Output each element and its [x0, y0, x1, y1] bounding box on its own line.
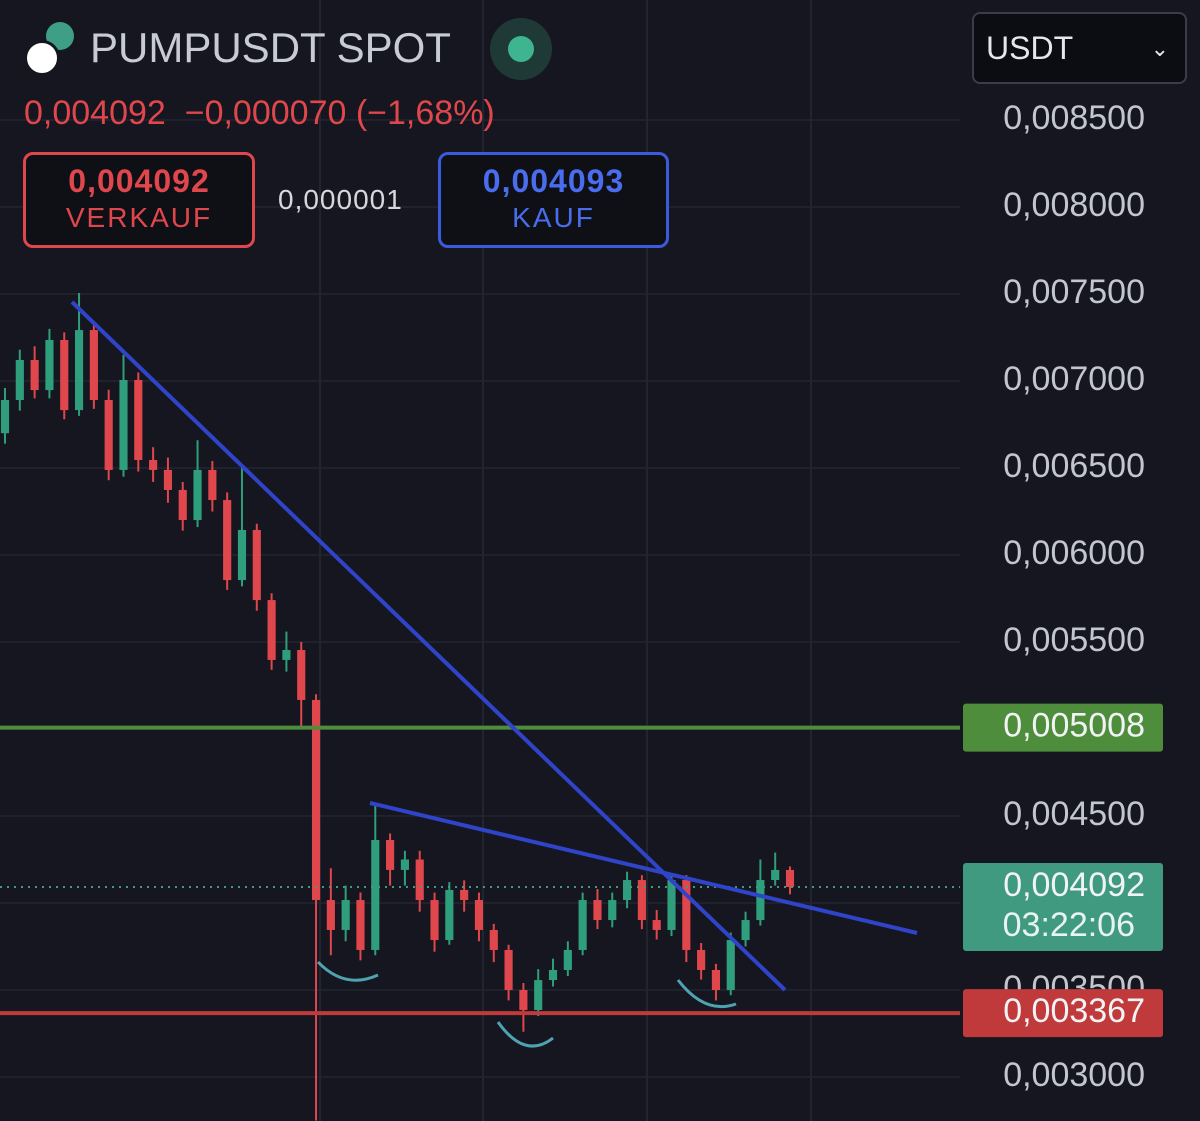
icon-pump	[24, 40, 60, 76]
price-level-tag	[963, 989, 1163, 1038]
price-level-label: 0,005008	[1003, 707, 1145, 745]
sell-label: VERKAUF	[65, 202, 213, 233]
countdown: 03:22:06	[1003, 906, 1135, 944]
candle-body	[578, 900, 587, 950]
y-tick-label: 0,006500	[1003, 447, 1145, 485]
sell-price: 0,004092	[68, 163, 210, 199]
y-tick-label: 0,006000	[1003, 534, 1145, 572]
price-level-label: 0,003367	[1003, 992, 1145, 1030]
candle-body	[726, 940, 735, 990]
candle-body	[237, 529, 247, 581]
currency-label: USDT	[986, 30, 1074, 66]
candle-body	[356, 900, 365, 950]
candle-body	[371, 840, 380, 950]
y-tick-label: 0,005500	[1003, 621, 1145, 659]
candle-body	[608, 900, 617, 921]
candle-body	[430, 900, 439, 941]
candle-body	[756, 880, 765, 921]
candle-body	[163, 469, 172, 490]
currency-select[interactable]: USDT ⌄	[972, 12, 1187, 84]
coin-icon	[24, 22, 74, 76]
last-price-tag	[963, 862, 1163, 951]
candle-body	[119, 379, 128, 470]
candle-body	[652, 920, 661, 930]
candle-body	[534, 980, 543, 1010]
y-tick-label: 0,003000	[1003, 1056, 1145, 1094]
drawings	[70, 300, 918, 1048]
last-price: 0,004092	[24, 94, 166, 132]
candle-body	[149, 460, 158, 470]
curve-mark	[496, 1021, 554, 1048]
candle-body	[445, 889, 454, 941]
candle-body	[0, 399, 10, 434]
buy-label: KAUF	[512, 202, 595, 233]
candle-body	[297, 650, 306, 700]
candle-body	[74, 330, 84, 411]
candle-body	[623, 880, 632, 901]
candle-body	[193, 469, 202, 521]
y-tick-label: 0,007500	[1003, 273, 1145, 311]
candle-body	[563, 949, 572, 970]
last-price-label: 0,004092	[1003, 866, 1145, 904]
candle-body	[519, 989, 528, 1010]
candle-body	[697, 949, 706, 970]
candle-body	[341, 900, 350, 930]
candle-body	[637, 880, 646, 921]
price-level-tag	[963, 703, 1163, 752]
candle-body	[415, 859, 424, 901]
candle-body	[178, 489, 187, 521]
candle-body	[15, 359, 24, 400]
candle-body	[711, 969, 721, 990]
candle-body	[89, 330, 98, 400]
candle-body	[45, 339, 54, 391]
candle-body	[104, 399, 113, 470]
candle-body	[667, 880, 676, 930]
candle-body	[267, 600, 276, 660]
y-tick-label: 0,008000	[1003, 186, 1145, 224]
sell-button[interactable]: 0,004092 VERKAUF	[23, 152, 255, 248]
y-tick-label: 0,007000	[1003, 360, 1145, 398]
candle-body	[386, 840, 395, 870]
curve-mark	[316, 960, 379, 982]
candle-body	[682, 880, 691, 950]
price-change-pct: (−1,68%)	[355, 94, 495, 132]
candle-body	[548, 969, 558, 981]
candle-body	[785, 869, 795, 887]
candle-body	[489, 929, 498, 950]
y-tick-label: 0,008500	[1003, 99, 1145, 137]
candle-body	[474, 900, 484, 930]
buy-price: 0,004093	[482, 163, 625, 199]
price-change: −0,000070	[184, 94, 347, 132]
trendline	[369, 801, 918, 935]
candle-body	[252, 529, 261, 601]
dropdown-arrow: ⌄	[1150, 36, 1169, 61]
candle-body	[593, 900, 602, 921]
candle-body	[771, 869, 780, 881]
buy-button[interactable]: 0,004093 KAUF	[438, 152, 669, 248]
status-dot	[508, 36, 534, 62]
symbol-title: PUMPUSDT SPOT	[90, 24, 451, 71]
candle-body	[400, 859, 409, 870]
price-line: 0,004092 −0,000070 (−1,68%)	[24, 94, 495, 133]
candle-body	[208, 469, 217, 501]
y-tick-label: 0,004500	[1003, 795, 1145, 833]
candle-body	[460, 889, 469, 901]
candle-body	[326, 900, 335, 930]
candle-body	[741, 920, 750, 941]
status-indicator	[490, 18, 552, 80]
spread: 0,000001	[278, 184, 403, 215]
candle-body	[282, 650, 291, 660]
curve-mark	[676, 979, 737, 1009]
candle-body	[311, 699, 321, 901]
candle-body	[60, 339, 69, 411]
candle-body	[30, 359, 39, 391]
candle-body	[223, 500, 232, 581]
candle-body	[504, 949, 513, 990]
candle-body	[134, 379, 143, 461]
